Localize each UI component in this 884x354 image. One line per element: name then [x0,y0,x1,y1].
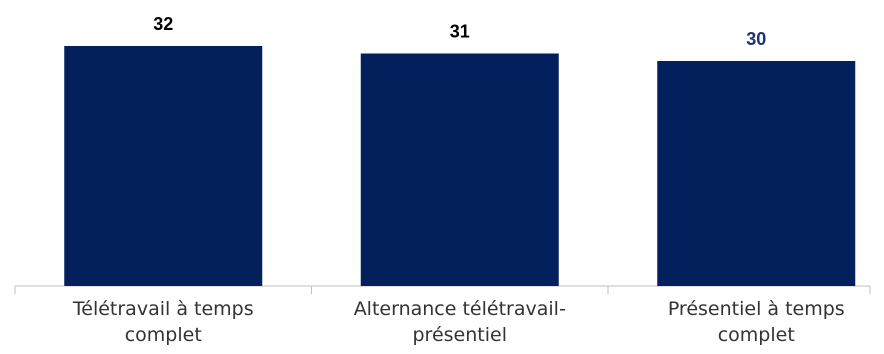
x-tick-label: Présentiel à temps complet [667,298,845,346]
value-label: 30 [746,29,766,49]
bar [657,61,856,286]
bar [360,53,559,286]
bar [64,46,263,286]
value-label: 32 [153,14,173,34]
value-label: 31 [450,22,470,42]
x-tick-label: Télétravail à temps complet [72,298,254,346]
x-tick-label: Alternance télétravail-présentiel [353,298,566,346]
